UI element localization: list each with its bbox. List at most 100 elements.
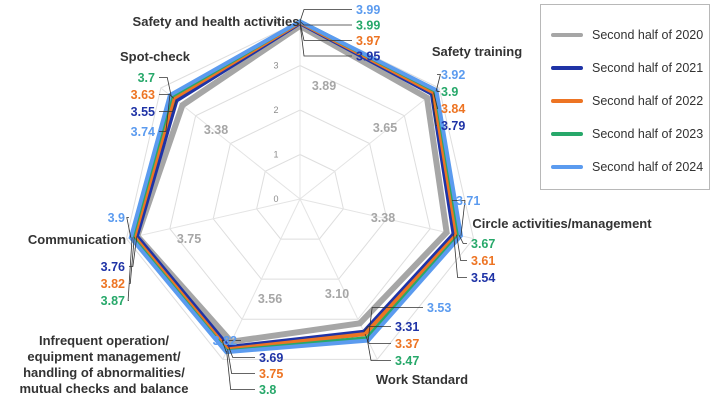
data-label-2020: 3.38 bbox=[371, 211, 395, 225]
grid-ring-3 bbox=[169, 64, 431, 320]
data-label-leader bbox=[433, 92, 439, 109]
data-label-2020: 3.89 bbox=[312, 79, 336, 93]
data-label-second-half-of-2023: 3.47 bbox=[395, 354, 419, 368]
data-label-second-half-of-2021: 3.55 bbox=[131, 105, 155, 119]
axis-tick-label: 1 bbox=[273, 150, 278, 160]
legend-item: Second half of 2022 bbox=[551, 91, 703, 111]
legend-label: Second half of 2023 bbox=[592, 127, 704, 141]
series-line-4 bbox=[128, 19, 464, 355]
series-line-0 bbox=[133, 22, 450, 345]
grid-ring-1 bbox=[256, 153, 344, 240]
data-label-leader bbox=[435, 90, 440, 92]
data-label-second-half-of-2024: 3.71 bbox=[456, 194, 480, 208]
category-label: Safety training bbox=[432, 44, 522, 59]
data-label-leader bbox=[435, 74, 441, 91]
axis-tick-label: 0 bbox=[273, 194, 278, 204]
data-label-leader bbox=[126, 217, 132, 238]
legend-swatch bbox=[551, 33, 583, 37]
grid-spoke-5 bbox=[126, 198, 301, 240]
data-label-second-half-of-2024: 3.9 bbox=[108, 211, 125, 225]
grid-spoke-4 bbox=[222, 198, 301, 360]
data-label-leader bbox=[228, 346, 255, 358]
legend-item: Second half of 2020 bbox=[551, 25, 703, 45]
data-label-2020: 3.10 bbox=[325, 287, 349, 301]
chart-legend: Second half of 2020 Second half of 2021 Se… bbox=[540, 4, 710, 190]
legend-label: Second half of 2024 bbox=[592, 160, 704, 174]
category-label: Safety and health activities bbox=[133, 14, 300, 29]
data-label-leader bbox=[299, 9, 352, 22]
series-line-3 bbox=[129, 19, 462, 354]
data-label-leader bbox=[221, 340, 241, 353]
data-label-second-half-of-2024: 3.82 bbox=[213, 334, 237, 348]
data-label-leader bbox=[431, 93, 437, 126]
data-label-leader bbox=[458, 235, 467, 244]
data-label-second-half-of-2021: 3.79 bbox=[441, 119, 465, 133]
data-label-leader bbox=[367, 307, 423, 341]
grid-spoke-1 bbox=[299, 87, 440, 200]
legend-label: Second half of 2020 bbox=[592, 28, 704, 42]
legend-item: Second half of 2023 bbox=[551, 124, 703, 144]
data-label-second-half-of-2022: 3.63 bbox=[131, 88, 155, 102]
data-label-leader bbox=[226, 351, 255, 390]
data-label-leader bbox=[299, 22, 352, 41]
data-label-second-half-of-2021: 3.95 bbox=[356, 50, 380, 64]
legend-swatch bbox=[551, 165, 583, 169]
data-label-leader bbox=[127, 237, 133, 301]
axis-tick-label: 2 bbox=[273, 105, 278, 115]
data-label-leader bbox=[227, 349, 255, 374]
data-label-leader bbox=[456, 234, 467, 261]
data-label-leader bbox=[159, 95, 171, 132]
category-label: Circle activities/management bbox=[472, 216, 652, 231]
data-label-second-half-of-2023: 3.7 bbox=[138, 71, 155, 85]
data-label-second-half-of-2023: 3.87 bbox=[101, 294, 125, 308]
data-label-2020: 3.65 bbox=[373, 121, 397, 135]
data-label-2020: 3.38 bbox=[204, 123, 228, 137]
legend-swatch bbox=[551, 66, 583, 70]
data-label-second-half-of-2023: 3.67 bbox=[471, 237, 495, 251]
data-label-second-half-of-2021: 3.69 bbox=[259, 351, 283, 365]
category-label: Infrequent operation/ bbox=[39, 333, 169, 348]
category-label: handling of abnormalities/ bbox=[23, 365, 185, 380]
legend-item: Second half of 2021 bbox=[551, 58, 703, 78]
data-label-leader bbox=[363, 326, 391, 332]
legend-swatch bbox=[551, 99, 583, 103]
data-label-second-half-of-2021: 3.54 bbox=[471, 271, 495, 285]
series-line-1 bbox=[134, 20, 456, 350]
category-label: Spot-check bbox=[120, 49, 191, 64]
category-label: Work Standard bbox=[376, 372, 468, 387]
data-label-leader bbox=[366, 338, 391, 361]
data-label-second-half-of-2023: 3.8 bbox=[259, 383, 276, 397]
data-label-leader bbox=[299, 23, 352, 57]
legend-swatch bbox=[551, 132, 583, 136]
legend-label: Second half of 2021 bbox=[592, 61, 704, 75]
category-label: mutual checks and balance bbox=[19, 381, 188, 396]
data-label-leader bbox=[453, 234, 467, 278]
data-label-leader bbox=[299, 21, 352, 26]
category-label: equipment management/ bbox=[27, 349, 181, 364]
axis-tick-label: 4 bbox=[273, 16, 278, 26]
legend-item: Second half of 2024 bbox=[551, 157, 703, 177]
data-label-second-half-of-2024: 3.74 bbox=[131, 125, 155, 139]
category-label: Communication bbox=[28, 232, 126, 247]
data-label-second-half-of-2022: 3.97 bbox=[356, 34, 380, 48]
data-label-second-half-of-2021: 3.31 bbox=[395, 320, 419, 334]
data-label-2020: 3.75 bbox=[177, 232, 201, 246]
data-label-second-half-of-2023: 3.99 bbox=[356, 19, 380, 33]
axis-tick-label: 3 bbox=[273, 61, 278, 71]
data-label-second-half-of-2023: 3.9 bbox=[441, 85, 458, 99]
data-label-leader bbox=[364, 333, 391, 344]
data-label-second-half-of-2024: 3.92 bbox=[441, 68, 465, 82]
data-label-second-half-of-2022: 3.61 bbox=[471, 254, 495, 268]
data-label-second-half-of-2022: 3.37 bbox=[395, 337, 419, 351]
data-label-second-half-of-2024: 3.53 bbox=[427, 301, 451, 315]
data-label-leader bbox=[159, 94, 174, 99]
data-label-second-half-of-2024: 3.99 bbox=[356, 3, 380, 17]
legend-label: Second half of 2022 bbox=[592, 94, 704, 108]
data-label-second-half-of-2022: 3.84 bbox=[441, 102, 465, 116]
data-label-leader bbox=[159, 77, 172, 97]
data-label-leader bbox=[159, 100, 177, 112]
data-label-2020: 3.56 bbox=[258, 292, 282, 306]
grid-ring-2 bbox=[212, 109, 388, 280]
data-label-second-half-of-2021: 3.76 bbox=[101, 260, 125, 274]
